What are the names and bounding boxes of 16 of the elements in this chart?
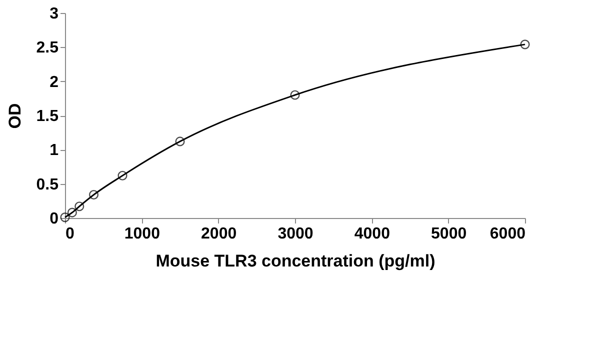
- x-tick-label: 4000: [354, 226, 390, 242]
- x-axis-title: Mouse TLR3 concentration (pg/ml): [156, 252, 436, 270]
- y-tick-label: 1.5: [36, 108, 59, 125]
- x-tick-label: 5000: [431, 226, 467, 242]
- x-tick-label: 2000: [201, 226, 237, 242]
- x-tick-label: 1000: [124, 226, 160, 242]
- y-tick-label: 2.5: [36, 40, 59, 57]
- x-tick-label: 3000: [278, 226, 314, 242]
- x-tick-label: 0: [66, 226, 74, 242]
- y-tick-label: 2: [50, 74, 59, 91]
- y-tick-label: 0: [50, 210, 59, 228]
- y-tick-label: 1: [50, 142, 59, 160]
- y-tick-label: 3: [50, 6, 59, 22]
- x-tick-label: 6000: [490, 226, 526, 242]
- y-axis-title: OD: [5, 103, 24, 129]
- y-tick-label: 0.5: [36, 176, 59, 194]
